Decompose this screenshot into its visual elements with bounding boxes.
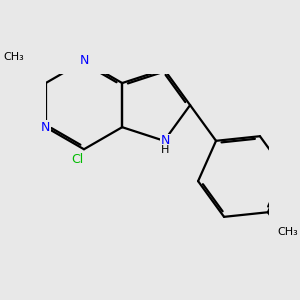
Text: CH₃: CH₃ — [277, 227, 298, 237]
Text: N: N — [41, 121, 50, 134]
Text: H: H — [161, 145, 170, 155]
Text: N: N — [79, 55, 89, 68]
Text: Cl: Cl — [71, 153, 83, 166]
Text: CH₃: CH₃ — [3, 52, 24, 62]
Text: N: N — [160, 134, 170, 147]
